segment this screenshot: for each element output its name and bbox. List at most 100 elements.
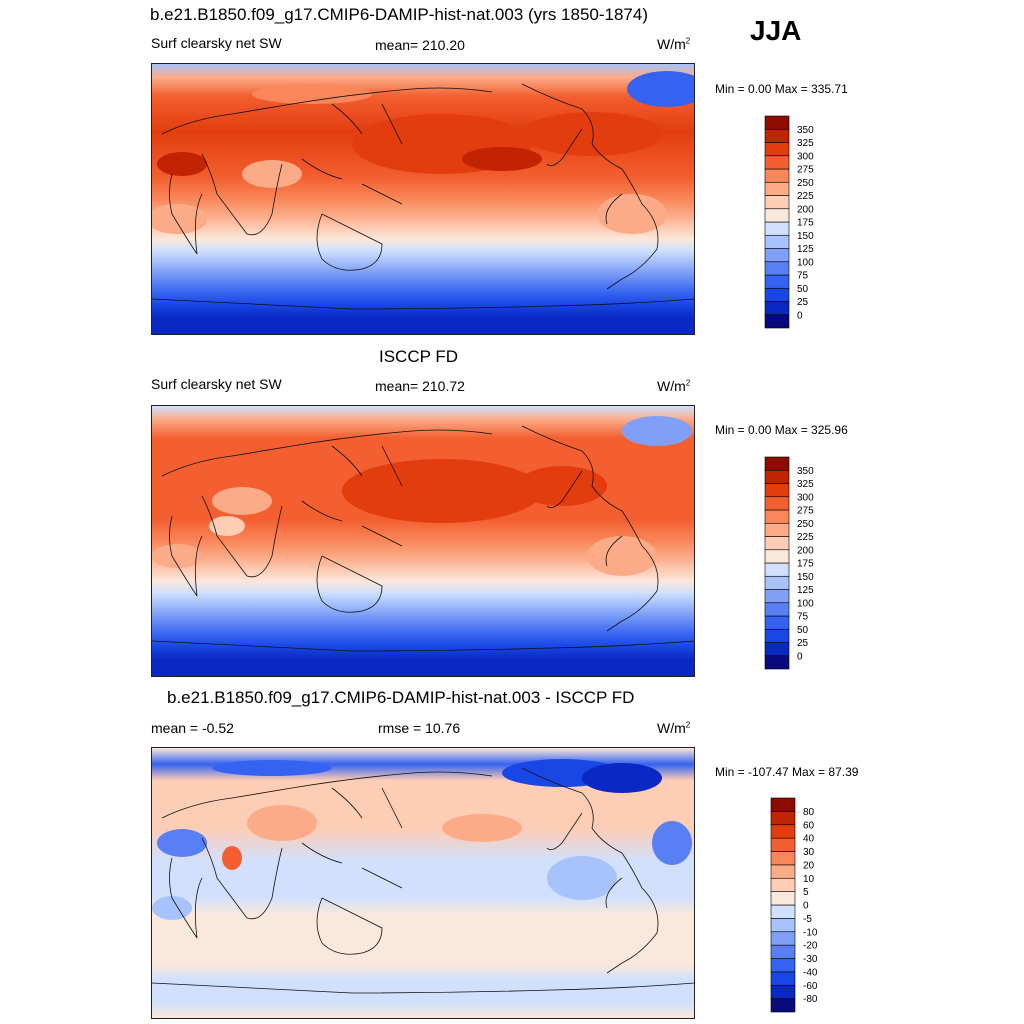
colorbar-swatch xyxy=(764,155,790,170)
colorbar-swatch xyxy=(764,181,790,196)
colorbar-tick-label: 275 xyxy=(797,506,814,517)
colorbar-swatch xyxy=(764,602,790,617)
colorbar-tick-label: 150 xyxy=(797,572,814,583)
colorbar-tick-label: 125 xyxy=(797,244,814,255)
colorbar-tick-label: -20 xyxy=(803,941,818,952)
colorbar-tick-label: 225 xyxy=(797,191,814,202)
panel1-colorbar: 0 25 50 75 100 125 150 175 200 225 250 275 300 325 350 xyxy=(764,115,825,329)
units-text: W/m xyxy=(657,378,686,394)
colorbar-swatch xyxy=(764,628,790,643)
colorbar-tick-label: 175 xyxy=(797,559,814,570)
colorbar-swatch xyxy=(764,287,790,302)
colorbar-swatch xyxy=(770,811,796,826)
panel3-title: b.e21.B1850.f09_g17.CMIP6-DAMIP-hist-nat… xyxy=(167,688,635,707)
colorbar-swatch xyxy=(770,824,796,839)
panel1-mean-label: mean= 210.20 xyxy=(375,37,465,53)
colorbar-swatch xyxy=(770,958,796,973)
panel3-rmse-label: rmse = 10.76 xyxy=(378,720,461,736)
colorbar-tick-label: -10 xyxy=(803,927,818,938)
colorbar-tick-label: 5 xyxy=(803,887,809,898)
panel3-colorbar: -80 -60 -40 -30 -20 -10 -5 0 5 10 20 30 40 60 80 xyxy=(770,797,831,1013)
panel2-map xyxy=(151,405,695,677)
colorbar-tick-label: 325 xyxy=(797,479,814,490)
panel1-field-features xyxy=(152,71,694,234)
colorbar-tick-label: -40 xyxy=(803,967,818,978)
season-label: JJA xyxy=(750,15,802,46)
colorbar-swatch xyxy=(764,234,790,249)
panel2-map-svg xyxy=(152,406,694,676)
colorbar-swatch xyxy=(764,168,790,183)
colorbar-swatch xyxy=(770,971,796,986)
panel2-colorbar-svg: 0 25 50 75 100 125 150 175 200 225 250 275 300 325 350 xyxy=(764,456,814,670)
colorbar-tick-label: 75 xyxy=(797,612,809,623)
colorbar-tick-label: 300 xyxy=(797,492,814,503)
colorbar-tick-label: 40 xyxy=(803,834,815,845)
colorbar-swatch xyxy=(764,536,790,551)
colorbar-tick-label: 30 xyxy=(803,847,815,858)
colorbar-swatch xyxy=(764,642,790,657)
colorbar-tick-label: 60 xyxy=(803,820,815,831)
panel1-colorbar-svg: 0 25 50 75 100 125 150 175 200 225 250 275 300 325 350 xyxy=(764,115,814,329)
colorbar-tick-label: 300 xyxy=(797,151,814,162)
colorbar-swatch xyxy=(764,509,790,524)
colorbar-tick-label: 0 xyxy=(797,310,803,321)
colorbar-swatch xyxy=(770,877,796,892)
colorbar-swatch xyxy=(764,248,790,263)
panel1-minmax-label: Min = 0.00 Max = 335.71 xyxy=(715,82,848,96)
colorbar-tick-label: -80 xyxy=(803,994,818,1005)
colorbar-tick-label: 350 xyxy=(797,125,814,136)
units-exponent: 2 xyxy=(685,36,691,46)
colorbar-swatch xyxy=(764,221,790,236)
colorbar-tick-label: 10 xyxy=(803,874,815,885)
colorbar-tick-label: 150 xyxy=(797,231,814,242)
panel3-map xyxy=(151,747,695,1019)
colorbar-swatch xyxy=(764,589,790,604)
colorbar-tick-label: 50 xyxy=(797,284,809,295)
panel1-field xyxy=(152,64,694,334)
panel1-title: b.e21.B1850.f09_g17.CMIP6-DAMIP-hist-nat… xyxy=(150,5,648,24)
panel3-colorbar-svg: -80 -60 -40 -30 -20 -10 -5 0 5 10 20 30 40 60 80 xyxy=(770,797,818,1013)
colorbar-swatch xyxy=(764,274,790,289)
colorbar-swatch xyxy=(770,851,796,866)
colorbar-swatch xyxy=(764,549,790,564)
panel3-coastlines xyxy=(152,767,694,994)
colorbar-tick-label: 25 xyxy=(797,638,809,649)
colorbar-tick-label: -60 xyxy=(803,981,818,992)
colorbar-tick-label: 250 xyxy=(797,519,814,530)
colorbar-swatch xyxy=(770,891,796,906)
colorbar-tick-label: 125 xyxy=(797,585,814,596)
panel2-field-features xyxy=(152,416,692,576)
panel1-map-svg xyxy=(152,64,694,334)
colorbar-tick-label: 225 xyxy=(797,532,814,543)
panel2-variable-label: Surf clearsky net SW xyxy=(151,376,282,392)
colorbar-swatch xyxy=(764,575,790,590)
colorbar-tick-label: 350 xyxy=(797,466,814,477)
colorbar-tick-label: 20 xyxy=(803,860,815,871)
panel1-coastlines xyxy=(152,83,694,310)
colorbar-swatch xyxy=(764,483,790,498)
colorbar-swatch xyxy=(770,904,796,919)
colorbar-swatch xyxy=(764,655,790,670)
units-text: W/m xyxy=(657,36,686,52)
colorbar-tick-label: 25 xyxy=(797,297,809,308)
colorbar-tick-label: 0 xyxy=(797,651,803,662)
colorbar-swatch xyxy=(764,261,790,276)
units-exponent: 2 xyxy=(685,378,691,388)
units-text: W/m xyxy=(657,720,686,736)
panel2-colorbar: 0 25 50 75 100 125 150 175 200 225 250 275 300 325 350 xyxy=(764,456,825,670)
colorbar-tick-label: 100 xyxy=(797,257,814,268)
colorbar-swatch xyxy=(764,496,790,511)
colorbar-tick-label: -5 xyxy=(803,914,812,925)
colorbar-tick-label: 200 xyxy=(797,545,814,556)
colorbar-swatch xyxy=(764,562,790,577)
colorbar-swatch xyxy=(770,998,796,1013)
panel2-units-label: W/m2 xyxy=(657,378,690,394)
panel3-mean-label: mean = -0.52 xyxy=(151,720,234,736)
colorbar-tick-label: 275 xyxy=(797,165,814,176)
colorbar-swatch xyxy=(770,931,796,946)
colorbar-swatch xyxy=(764,128,790,143)
colorbar-swatch xyxy=(770,797,796,812)
panel3-minmax-label: Min = -107.47 Max = 87.39 xyxy=(715,765,859,779)
colorbar-tick-label: 75 xyxy=(797,271,809,282)
colorbar-tick-label: 50 xyxy=(797,625,809,636)
